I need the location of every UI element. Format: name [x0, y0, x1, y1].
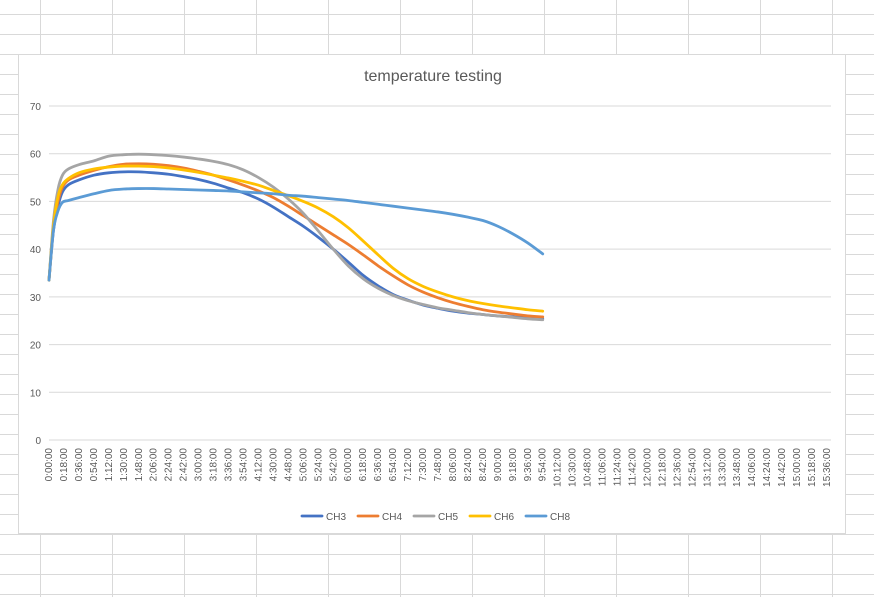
- x-tick-label: 12:54:00: [687, 448, 698, 487]
- chart-title: temperature testing: [364, 68, 502, 85]
- chart-area[interactable]: temperature testing 0 10 20 30 40 50 60 70 0:00…: [18, 54, 846, 534]
- x-tick-label: 11:06:00: [598, 448, 609, 487]
- x-tick-label: 0:18:00: [59, 448, 70, 482]
- x-tick-label: 3:00:00: [194, 448, 205, 482]
- y-axis-ticks: 0 10 20 30 40 50 60 70: [30, 102, 42, 447]
- x-tick-label: 3:36:00: [224, 448, 235, 482]
- x-tick-label: 7:30:00: [418, 448, 429, 482]
- series-line-ch5[interactable]: [47, 152, 545, 322]
- x-tick-label: 13:48:00: [732, 448, 743, 487]
- legend-label-ch4: CH4: [382, 512, 402, 523]
- x-tick-label: 3:54:00: [239, 448, 250, 482]
- x-tick-label: 2:24:00: [164, 448, 175, 482]
- series-line-ch8[interactable]: [47, 187, 545, 282]
- x-tick-label: 15:36:00: [822, 448, 833, 487]
- x-tick-label: 6:54:00: [388, 448, 399, 482]
- x-tick-label: 4:48:00: [283, 448, 294, 482]
- x-tick-label: 15:00:00: [792, 448, 803, 487]
- x-tick-label: 1:30:00: [119, 448, 130, 482]
- y-tick-label: 40: [30, 245, 42, 256]
- x-tick-label: 9:36:00: [523, 448, 534, 482]
- series-line-ch4[interactable]: [47, 162, 545, 319]
- x-tick-label: 0:36:00: [74, 448, 85, 482]
- y-tick-label: 0: [35, 436, 41, 447]
- gridlines: [49, 105, 831, 441]
- x-tick-label: 2:06:00: [149, 448, 160, 482]
- x-tick-label: 10:30:00: [568, 448, 579, 487]
- x-tick-label: 2:42:00: [179, 448, 190, 482]
- y-tick-label: 20: [30, 341, 42, 352]
- x-tick-label: 14:42:00: [777, 448, 788, 487]
- x-tick-label: 10:48:00: [583, 448, 594, 487]
- legend-label-ch8: CH8: [550, 512, 570, 523]
- x-tick-label: 9:18:00: [508, 448, 519, 482]
- x-tick-label: 5:06:00: [298, 448, 309, 482]
- x-tick-label: 12:18:00: [657, 448, 668, 487]
- x-tick-label: 6:00:00: [343, 448, 354, 482]
- legend-label-ch3: CH3: [326, 512, 346, 523]
- x-tick-label: 0:00:00: [44, 448, 55, 482]
- x-tick-label: 12:36:00: [672, 448, 683, 487]
- x-tick-label: 0:54:00: [89, 448, 100, 482]
- legend-label-ch6: CH6: [494, 512, 514, 523]
- x-tick-label: 7:48:00: [433, 448, 444, 482]
- y-tick-label: 70: [30, 102, 42, 113]
- x-tick-label: 1:12:00: [104, 448, 115, 482]
- chart-svg: temperature testing 0 10 20 30 40 50 60 70 0:00…: [30, 68, 833, 523]
- x-tick-label: 10:12:00: [553, 448, 564, 487]
- x-tick-label: 8:06:00: [448, 448, 459, 482]
- series-lines: [47, 152, 545, 322]
- x-tick-label: 4:12:00: [253, 448, 264, 482]
- x-tick-label: 1:48:00: [134, 448, 145, 482]
- series-line-ch6[interactable]: [47, 164, 545, 313]
- x-tick-label: 15:18:00: [807, 448, 818, 487]
- x-tick-label: 8:42:00: [478, 448, 489, 482]
- y-tick-label: 30: [30, 293, 42, 304]
- x-tick-label: 13:30:00: [717, 448, 728, 487]
- x-tick-label: 4:30:00: [268, 448, 279, 482]
- x-tick-label: 11:24:00: [613, 448, 624, 487]
- x-tick-label: 13:12:00: [702, 448, 713, 487]
- x-tick-label: 6:36:00: [373, 448, 384, 482]
- x-tick-label: 8:24:00: [463, 448, 474, 482]
- x-tick-label: 12:00:00: [642, 448, 653, 487]
- x-tick-label: 6:18:00: [358, 448, 369, 482]
- legend: CH3 CH4 CH5 CH6 CH8: [300, 512, 570, 523]
- x-axis-ticks: 0:00:00 0:18:00 0:36:00 0:54:00 1:12:00 1:30:…: [44, 448, 833, 487]
- x-tick-label: 9:54:00: [538, 448, 549, 482]
- x-tick-label: 5:42:00: [328, 448, 339, 482]
- x-tick-label: 7:12:00: [403, 448, 414, 482]
- x-tick-label: 9:00:00: [493, 448, 504, 482]
- legend-label-ch5: CH5: [438, 512, 458, 523]
- y-tick-label: 50: [30, 197, 42, 208]
- x-tick-label: 14:06:00: [747, 448, 758, 487]
- y-tick-label: 60: [30, 150, 42, 161]
- x-tick-label: 11:42:00: [628, 448, 639, 487]
- x-tick-label: 5:24:00: [313, 448, 324, 482]
- x-tick-label: 3:18:00: [209, 448, 220, 482]
- y-tick-label: 10: [30, 388, 42, 399]
- x-tick-label: 14:24:00: [762, 448, 773, 487]
